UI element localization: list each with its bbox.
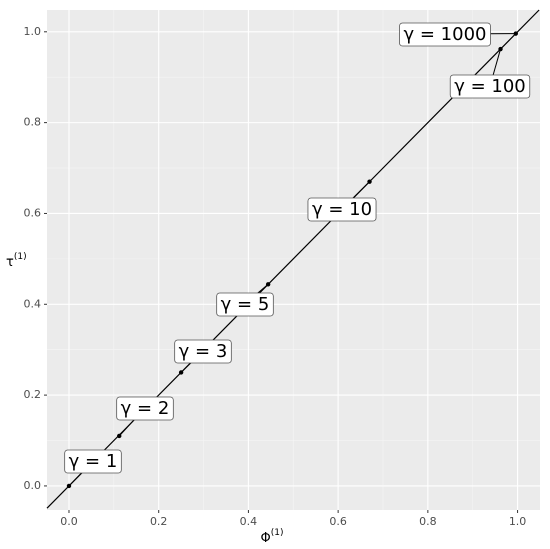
- y-tick-label: 0.6: [24, 206, 42, 219]
- y-axis-symbol: τ: [6, 255, 14, 270]
- point-label: γ = 5: [216, 292, 274, 317]
- point: [117, 433, 122, 439]
- y-tick-label: 0.0: [24, 479, 42, 492]
- y-axis-superscript: (1): [14, 252, 27, 262]
- point: [367, 179, 372, 184]
- point-label: γ = 3: [174, 339, 232, 364]
- label-text: γ = 3: [179, 341, 228, 362]
- point-label: γ = 1: [64, 449, 122, 474]
- label-text: γ = 5: [221, 294, 270, 315]
- label-box: [174, 339, 232, 364]
- point: [513, 31, 518, 36]
- x-tick-label: 0.4: [240, 515, 258, 528]
- label-text: γ = 2: [121, 398, 170, 419]
- label-box: [307, 197, 377, 222]
- point: [66, 483, 72, 489]
- x-tick-label: 0.8: [419, 515, 437, 528]
- x-axis-superscript: (1): [271, 528, 284, 538]
- point-label: γ = 100: [449, 74, 531, 99]
- x-axis-symbol: Φ: [261, 531, 271, 546]
- x-tick-label: 0.6: [329, 515, 347, 528]
- point-label: γ = 1000: [399, 22, 491, 47]
- label-text: γ = 1: [69, 451, 118, 472]
- x-axis-label: Φ(1): [261, 528, 284, 546]
- label-box: [449, 74, 531, 99]
- point: [265, 282, 271, 287]
- label-box: [116, 396, 174, 421]
- y-tick-label: 0.8: [24, 116, 42, 129]
- label-text: γ = 10: [312, 199, 372, 220]
- label-text: γ = 1000: [404, 24, 487, 45]
- label-box: [64, 449, 122, 474]
- label-box: [399, 22, 491, 47]
- x-tick-label: 0.0: [60, 515, 78, 528]
- label-text: γ = 100: [454, 76, 526, 97]
- label-box: [216, 292, 274, 317]
- point: [178, 370, 184, 375]
- y-tick-label: 0.2: [24, 388, 42, 401]
- x-tick-label: 0.2: [150, 515, 168, 528]
- x-tick-label: 1.0: [509, 515, 527, 528]
- y-tick-label: 0.4: [24, 297, 42, 310]
- y-axis-label: τ(1): [6, 252, 27, 270]
- y-tick-label: 1.0: [24, 25, 42, 38]
- point-label: γ = 10: [307, 197, 377, 222]
- point-label: γ = 2: [116, 396, 174, 421]
- point: [498, 46, 503, 52]
